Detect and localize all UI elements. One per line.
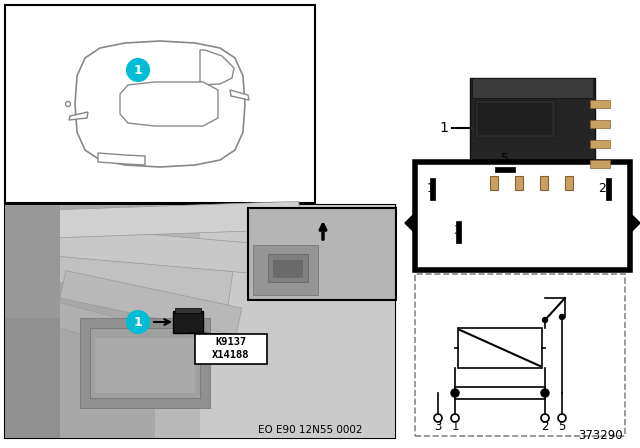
Bar [475, 100, 555, 138]
Bar [200, 205, 395, 438]
Bar [60, 271, 242, 336]
Bar [458, 328, 542, 368]
Text: 5: 5 [501, 152, 509, 165]
Polygon shape [630, 213, 640, 233]
Text: 373290: 373290 [578, 429, 622, 442]
Polygon shape [75, 41, 245, 167]
Bar [5, 205, 395, 438]
Circle shape [559, 314, 564, 319]
Polygon shape [230, 90, 249, 100]
Circle shape [558, 414, 566, 422]
Text: 2: 2 [541, 419, 548, 432]
Bar [95, 338, 195, 393]
Text: 3: 3 [453, 224, 461, 237]
Polygon shape [200, 50, 234, 85]
Text: 5: 5 [558, 419, 566, 432]
Bar [5, 205, 155, 438]
Bar [273, 260, 303, 278]
Bar [90, 328, 200, 398]
Text: 3: 3 [435, 419, 442, 432]
Bar [470, 78, 595, 178]
Circle shape [127, 311, 149, 333]
Text: 1: 1 [427, 181, 435, 194]
Circle shape [127, 59, 149, 81]
Bar [5, 5, 315, 203]
Bar [478, 103, 552, 135]
Bar [456, 221, 461, 243]
Circle shape [451, 389, 459, 397]
Bar [590, 100, 610, 108]
Bar [253, 245, 318, 295]
Circle shape [543, 318, 547, 323]
Bar [248, 208, 396, 300]
Bar [430, 178, 435, 200]
Bar [5, 318, 60, 438]
Text: 2: 2 [598, 181, 606, 194]
Circle shape [541, 414, 549, 422]
Bar [565, 176, 573, 190]
Text: 1: 1 [451, 419, 459, 432]
Bar [490, 176, 498, 190]
Polygon shape [69, 112, 88, 120]
Circle shape [65, 102, 70, 107]
Text: K9137: K9137 [216, 337, 246, 347]
Text: 1: 1 [134, 64, 142, 77]
Bar [495, 167, 515, 172]
Bar [415, 162, 630, 270]
Bar [472, 78, 593, 98]
Bar [455, 387, 545, 399]
Bar [606, 178, 611, 200]
Circle shape [451, 414, 459, 422]
Text: 1: 1 [439, 121, 448, 135]
Bar [250, 210, 394, 298]
Circle shape [434, 414, 442, 422]
Bar [49, 201, 300, 238]
Bar [175, 308, 201, 313]
Bar [195, 334, 267, 364]
Polygon shape [98, 153, 145, 165]
Bar [173, 311, 203, 333]
Polygon shape [405, 213, 415, 233]
Bar [590, 140, 610, 148]
Bar [515, 176, 523, 190]
Bar [20, 223, 252, 273]
Bar [540, 176, 548, 190]
Bar [268, 254, 308, 282]
Text: X14188: X14188 [212, 350, 250, 360]
Bar [590, 120, 610, 128]
Bar [5, 205, 395, 438]
Bar [80, 318, 210, 408]
Bar [5, 205, 60, 318]
Polygon shape [120, 82, 218, 126]
Bar [415, 274, 625, 436]
Circle shape [541, 389, 549, 397]
Bar [40, 299, 201, 364]
Bar [590, 160, 610, 168]
Text: EO E90 12N55 0002: EO E90 12N55 0002 [258, 425, 362, 435]
Bar [30, 243, 233, 306]
Text: 1: 1 [134, 315, 142, 328]
